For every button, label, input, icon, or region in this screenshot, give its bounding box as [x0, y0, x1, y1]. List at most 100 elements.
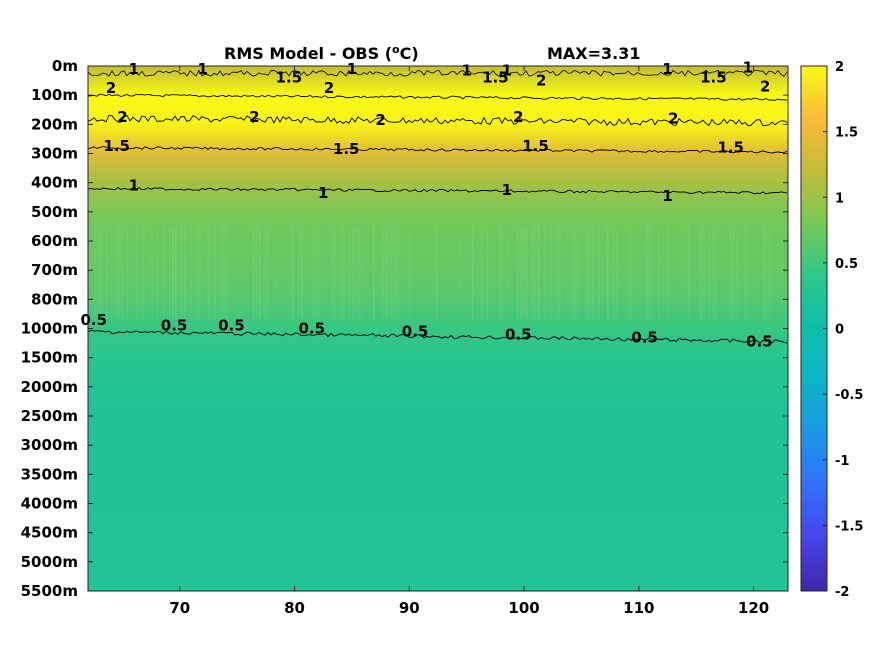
field-stripe [169, 226, 171, 320]
field-stripe [121, 226, 123, 320]
field-stripe [172, 226, 174, 320]
y-tick-label: 5000m [21, 553, 78, 571]
y-tick-label: 3000m [21, 436, 78, 454]
field-stripe [520, 226, 522, 320]
contour-label: 2 [513, 108, 523, 126]
contour-label: 1 [502, 61, 512, 79]
field-stripe [559, 226, 561, 320]
field-stripe [394, 226, 396, 320]
contour-label: 0.5 [746, 333, 773, 351]
field-stripe [715, 226, 717, 320]
y-axis: 0m 100m 200m 300m 400m 500m 600m 700m 800m 1000m 1… [21, 57, 788, 600]
contour-label: 0.5 [161, 317, 188, 335]
y-tick-label: 300m [31, 145, 78, 163]
field-stripe [136, 226, 138, 320]
colorbar-ticks: 2 1.5 1 0.5 0 -0.5 -1 -1.5 -2 [823, 60, 863, 600]
contour-label: 0.5 [80, 311, 107, 329]
field-stripe [499, 226, 501, 320]
field-stripe [373, 226, 375, 320]
field-stripe [526, 226, 528, 320]
field-stripe [766, 226, 768, 320]
field-stripe [409, 226, 411, 320]
field-stripe [175, 226, 177, 320]
field-stripe [550, 226, 552, 320]
field-stripe [223, 226, 225, 320]
field-stripe [502, 226, 504, 320]
contour-label: 1.5 [522, 137, 549, 155]
field-texture [94, 226, 783, 320]
field-stripe [355, 226, 357, 320]
field-stripe [658, 226, 660, 320]
colorbar-tick-label: 2 [835, 60, 844, 75]
field-stripe [574, 226, 576, 320]
contour-label: 2 [668, 110, 678, 128]
field-stripe [256, 226, 258, 320]
contour-label: 1 [461, 61, 471, 79]
field-stripe [97, 226, 99, 320]
contour-line-2 [88, 114, 788, 127]
y-tick-label: 1000m [21, 320, 78, 338]
field-stripe [688, 226, 690, 320]
field-stripe [319, 226, 321, 320]
field-stripe [460, 226, 462, 320]
contour-label: 1 [743, 58, 753, 76]
x-tick-label: 70 [169, 599, 190, 617]
field-stripe [349, 226, 351, 320]
field-stripe [733, 226, 735, 320]
contour-label: 2 [375, 111, 385, 129]
y-tick-label: 2500m [21, 407, 78, 425]
max-label: MAX=3.31 [547, 44, 641, 63]
contour-lines [88, 69, 788, 344]
contour-label: 2 [324, 79, 334, 97]
plot-area: 1 1 1 1 1 1 11.5 1.5 1.52 2 2 22 2 2 2 21.5 1.5 1.5 1.51 1 1… [80, 58, 789, 592]
contour-label: 2 [760, 77, 770, 95]
field-stripe [142, 226, 144, 320]
field-stripe [253, 226, 255, 320]
contour-label: 1 [198, 60, 208, 78]
field-stripe [94, 226, 96, 320]
contour-line-1-5 [88, 146, 788, 154]
field-stripe [535, 226, 537, 320]
contour-label: 0.5 [505, 325, 532, 343]
colorbar-tick-label: -2 [835, 585, 849, 600]
field-stripe [589, 226, 591, 320]
y-tick-label: 800m [31, 290, 78, 308]
field-stripe [316, 226, 318, 320]
field-stripe [607, 226, 609, 320]
colorbar-tick-label: -1.5 [835, 519, 863, 534]
colorbar-tick-label: -0.5 [835, 388, 863, 403]
contour-line-1 [88, 187, 788, 195]
field-stripe [736, 226, 738, 320]
contour-label: 0.5 [402, 322, 429, 340]
x-tick-label: 80 [284, 599, 305, 617]
contour-label: 1.5 [717, 139, 744, 157]
field-stripe [508, 226, 510, 320]
field-stripe [268, 226, 270, 320]
field-stripe [388, 226, 390, 320]
field-stripe [436, 226, 438, 320]
field-stripe [292, 226, 294, 320]
contour-label: 0.5 [631, 328, 658, 346]
colorbar-tick-label: 0 [835, 323, 844, 338]
field-stripe [571, 226, 573, 320]
field-stripe [598, 226, 600, 320]
contour-labels: 1 1 1 1 1 1 11.5 1.5 1.52 2 2 22 2 2 2 21.5 1.5 1.5 1.51 1 1… [80, 58, 772, 350]
colorbar-strip [800, 65, 828, 592]
field-stripe [199, 226, 201, 320]
contour-label: 1.5 [276, 69, 303, 87]
contour-label: 1 [502, 181, 512, 199]
field-stripe [586, 226, 588, 320]
colorbar: 2 1.5 1 0.5 0 -0.5 -1 -1.5 -2 [800, 60, 863, 600]
field-stripe [667, 226, 669, 320]
field-stripe [151, 226, 153, 320]
y-tick-label: 4500m [21, 524, 78, 542]
field-stripe [628, 226, 630, 320]
contour-label: 1 [662, 60, 672, 78]
y-tick-label: 200m [31, 115, 78, 133]
field-stripe [544, 226, 546, 320]
contour-label: 1 [662, 187, 672, 205]
field-stripe [115, 226, 117, 320]
field-stripe [712, 226, 714, 320]
field-stripe [220, 226, 222, 320]
